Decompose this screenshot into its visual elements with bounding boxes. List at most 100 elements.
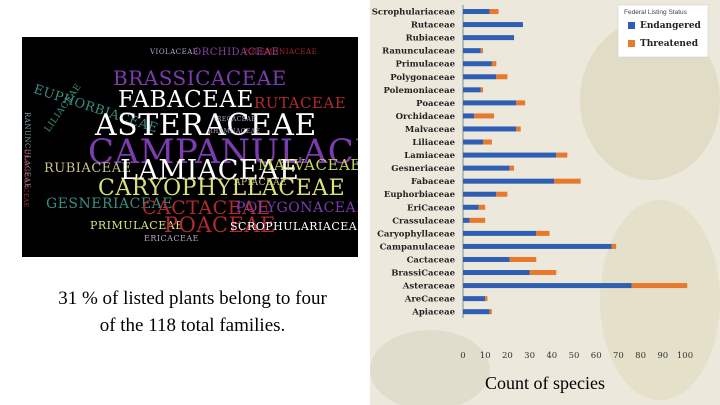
bar-endangered-gesneriaceae bbox=[463, 165, 510, 171]
category-label: Crassulaceae bbox=[392, 216, 455, 226]
category-label: AreCaceae bbox=[404, 295, 456, 305]
category-label: Primulaceae bbox=[395, 60, 455, 70]
bar-endangered-brassicaceae bbox=[463, 270, 530, 276]
category-label: Caryophyllaceae bbox=[377, 229, 455, 239]
category-label: Cactaceae bbox=[407, 255, 456, 265]
bar-threatened-poaceae bbox=[516, 100, 526, 106]
bar-threatened-gesneriaceae bbox=[509, 165, 515, 171]
bar-endangered-campanulaceae bbox=[463, 243, 612, 249]
bar-threatened-polygonaceae bbox=[496, 74, 508, 80]
word-arecaceae: ARECACEAE bbox=[212, 116, 257, 123]
x-tick-label: 30 bbox=[524, 351, 535, 361]
x-tick-label: 0 bbox=[460, 351, 465, 361]
category-label: Rutaceae bbox=[411, 21, 456, 31]
bar-threatened-orchidaceae bbox=[474, 113, 495, 119]
x-axis-title: Count of species bbox=[485, 373, 605, 393]
bar-threatened-apiaceae bbox=[489, 309, 492, 315]
x-tick-label: 60 bbox=[591, 351, 602, 361]
caption: 31 % of listed plants belong to four of … bbox=[20, 285, 365, 339]
caption-text-2b: total families. bbox=[176, 315, 286, 336]
legend-box bbox=[617, 4, 709, 58]
bar-endangered-polemoniaceae bbox=[463, 87, 481, 93]
bar-threatened-scrophulariaceae bbox=[489, 9, 499, 15]
x-tick-label: 10 bbox=[480, 351, 491, 361]
word-rubiaceae: RUBIACEAE bbox=[44, 161, 132, 176]
bar-endangered-rubiaceae bbox=[463, 35, 515, 41]
bar-threatened-malvaceae bbox=[516, 126, 521, 132]
bar-endangered-apiaceae bbox=[463, 309, 490, 315]
bar-threatened-lamiaceae bbox=[556, 152, 568, 158]
word-rutaceae: RUTACEAE bbox=[254, 94, 347, 112]
word-cactaceae: CACTACEAE bbox=[142, 197, 271, 219]
bar-threatened-crassulaceae bbox=[469, 217, 486, 223]
bar-threatened-caryophyllaceae bbox=[536, 230, 550, 236]
word-caryophyllaceae: CARYOPHYLLACEAE bbox=[98, 176, 346, 201]
word-gesneriaceae: GESNERIACEAE bbox=[46, 196, 173, 212]
bar-threatened-liliaceae bbox=[482, 139, 492, 145]
word-brassicaceae: BRASSICACEAE bbox=[113, 66, 287, 90]
bar-endangered-rutaceae bbox=[463, 22, 523, 28]
x-tick-label: 100 bbox=[677, 351, 693, 361]
x-tick-label: 50 bbox=[569, 351, 580, 361]
bar-endangered-crassulaceae bbox=[463, 217, 470, 223]
category-label: Ranunculaceae bbox=[382, 47, 455, 57]
bar-threatened-cactaceae bbox=[509, 256, 537, 262]
bar-endangered-malvaceae bbox=[463, 126, 517, 132]
category-label: Lamiaceae bbox=[404, 151, 455, 161]
bar-endangered-caryophyllaceae bbox=[463, 230, 537, 236]
category-label: Malvaceae bbox=[405, 125, 456, 135]
word-campanulaceae: CAMPANULACEAE bbox=[88, 132, 358, 172]
category-label: Polygonaceae bbox=[390, 73, 455, 83]
bar-endangered-ericaceae bbox=[463, 204, 479, 210]
caption-text-1: of listed plants belong to four bbox=[97, 288, 327, 309]
caption-line-2: of the 118 total families. bbox=[20, 312, 365, 339]
bar-threatened-ericaceae bbox=[478, 204, 486, 210]
category-label: Polemoniaceae bbox=[383, 86, 455, 96]
category-label: Apiaceae bbox=[411, 308, 455, 318]
family-count: 118 bbox=[148, 315, 177, 336]
bar-endangered-arecaceae bbox=[463, 296, 486, 302]
word-fabaceae: FABACEAE bbox=[118, 87, 254, 113]
category-label: Orchidaceae bbox=[396, 112, 456, 122]
word-apiaceae: APIACEAE bbox=[234, 178, 288, 188]
category-label: Liliaceae bbox=[412, 138, 455, 148]
bar-endangered-euphorbiaceae bbox=[463, 191, 497, 197]
bar-endangered-polygonaceae bbox=[463, 74, 497, 80]
category-label: Euphorbiaceae bbox=[384, 190, 456, 200]
bar-endangered-scrophulariaceae bbox=[463, 9, 490, 15]
bar-threatened-brassicaceae bbox=[529, 270, 557, 276]
category-label: Rubiaceae bbox=[406, 34, 456, 44]
legend-label-endangered: Endangered bbox=[640, 21, 702, 31]
word-poaceae: POACEAE bbox=[164, 213, 276, 237]
background-foliage-2 bbox=[600, 200, 720, 400]
bar-threatened-ranunculaceae bbox=[480, 48, 483, 54]
word-violaceae: VIOLACEAE bbox=[150, 48, 199, 56]
word-ericaceae: ERICACEAE bbox=[144, 234, 199, 243]
legend-swatch-threatened bbox=[628, 40, 635, 47]
bar-endangered-fabaceae bbox=[463, 178, 555, 184]
background-foliage-3 bbox=[370, 330, 490, 405]
category-label: Gesneriaceae bbox=[391, 164, 455, 174]
bar-endangered-cactaceae bbox=[463, 256, 510, 262]
category-label: Poaceae bbox=[416, 99, 455, 109]
x-tick-label: 70 bbox=[613, 351, 624, 361]
bar-endangered-orchidaceae bbox=[463, 113, 475, 119]
word-rhamnaceae: RHAMNACEAE bbox=[208, 128, 261, 135]
percent-symbol: % bbox=[77, 288, 98, 309]
bar-threatened-euphorbiaceae bbox=[496, 191, 508, 197]
word-polygonaceae: POLYGONACEAE bbox=[236, 200, 358, 216]
category-label: Scrophulariaceae bbox=[372, 8, 456, 18]
bar-threatened-fabaceae bbox=[554, 178, 581, 184]
caption-text-2a: of the bbox=[99, 315, 149, 336]
word-polemoniaceae: POLEMONIACEAE bbox=[243, 48, 318, 56]
bar-threatened-arecaceae bbox=[485, 296, 488, 302]
category-label: BrassiCaceae bbox=[391, 269, 455, 279]
x-tick-label: 80 bbox=[635, 351, 646, 361]
x-tick-label: 40 bbox=[546, 351, 557, 361]
word-malvaceae: MALVACEAE bbox=[258, 156, 358, 174]
word-scrophulariaceae: SCROPHULARIACEAE bbox=[230, 220, 358, 233]
legend-title: Federal Listing Status bbox=[624, 9, 688, 16]
bar-endangered-ranunculaceae bbox=[463, 48, 481, 54]
percent-value: 31 bbox=[58, 288, 78, 309]
